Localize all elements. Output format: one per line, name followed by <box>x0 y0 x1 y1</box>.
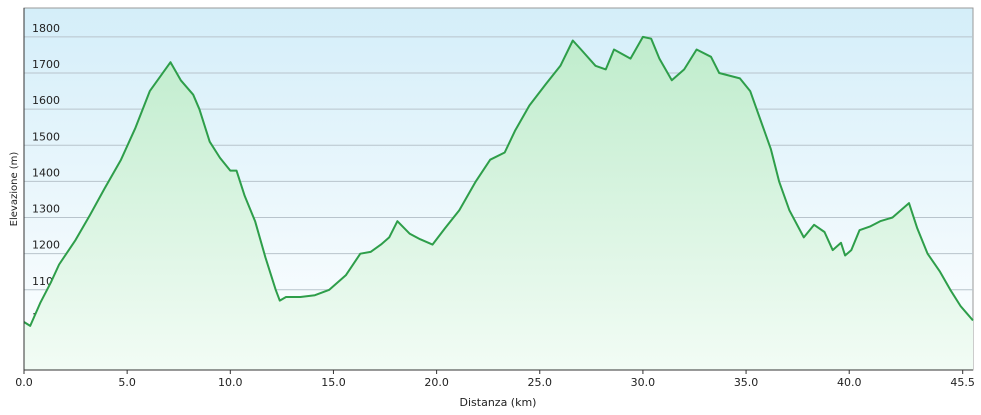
x-tick-label: 15.0 <box>321 376 346 389</box>
y-tick-label: 1600 <box>32 94 60 107</box>
x-axis-label: Distanza (km) <box>460 396 537 409</box>
y-tick-label: 1200 <box>32 239 60 252</box>
y-tick-label: 1300 <box>32 203 60 216</box>
elevation-area <box>24 36 973 371</box>
y-tick-label: 1700 <box>32 58 60 71</box>
x-tick-label: 0.0 <box>15 376 33 389</box>
y-tick-label: 1400 <box>32 166 60 179</box>
x-tick-label: 25.0 <box>528 376 553 389</box>
x-tick-label: 30.0 <box>631 376 656 389</box>
elevation-line <box>23 35 974 327</box>
x-tick-label: 20.0 <box>424 376 449 389</box>
x-tick-label: 40.0 <box>837 376 862 389</box>
x-tick-label: 5.0 <box>118 376 136 389</box>
x-tick-label: 45.5 <box>950 376 975 389</box>
x-tick-label: 35.0 <box>734 376 759 389</box>
y-tick-label: 1800 <box>32 22 60 35</box>
x-tick-label: 10.0 <box>218 376 243 389</box>
y-axis-label: Elevazione (m) <box>9 152 20 227</box>
y-tick-label: 1500 <box>32 130 60 143</box>
